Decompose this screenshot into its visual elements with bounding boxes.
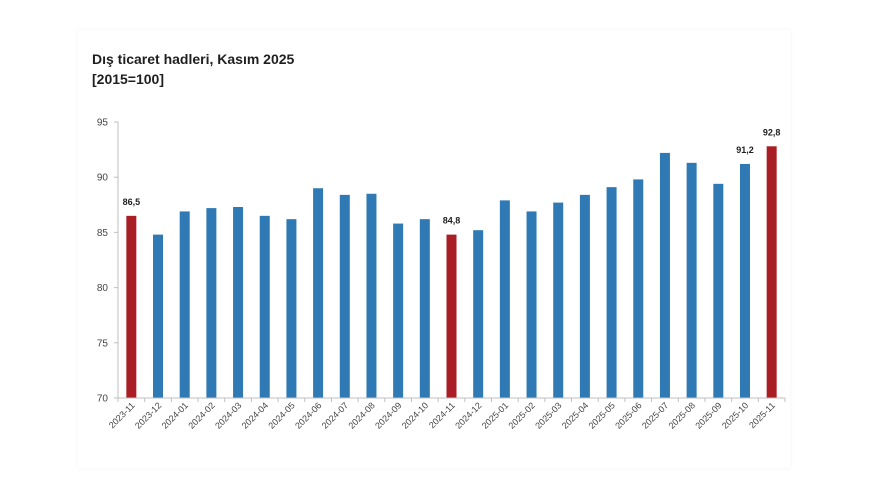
y-tick-label: 85 — [97, 228, 109, 239]
bar-2024-09 — [393, 223, 404, 398]
y-tick-label: 95 — [97, 118, 109, 129]
bar-2024-06 — [313, 188, 324, 398]
y-axis: 70 75 80 85 90 95 — [97, 118, 119, 405]
x-tick-label: 2024-01 — [160, 400, 190, 430]
data-label-2023-11: 86,5 — [123, 197, 141, 207]
y-tick-label: 90 — [97, 173, 109, 184]
data-label-2025-11: 92,8 — [763, 127, 781, 137]
bar-2025-03 — [553, 202, 564, 398]
x-tick-label: 2024-11 — [427, 400, 457, 430]
bar-2025-10 — [739, 163, 750, 398]
data-label-2025-10: 91,2 — [736, 145, 754, 155]
x-tick-label: 2024-08 — [346, 400, 376, 430]
x-tick-label: 2025-01 — [480, 400, 510, 430]
chart-card — [78, 30, 790, 468]
x-tick-label: 2025-05 — [587, 400, 617, 430]
bar-2023-11 — [126, 215, 137, 398]
x-tick-label: 2024-10 — [400, 400, 430, 430]
bars-group — [126, 146, 777, 398]
y-tick-label: 70 — [97, 394, 109, 405]
chart-title: Dış ticaret hadleri, Kasım 2025 — [92, 51, 295, 67]
bar-2024-10 — [419, 219, 430, 398]
data-labels-group: 86,5 84,8 91,2 92,8 — [123, 127, 781, 225]
data-label-2024-11: 84,8 — [443, 216, 461, 226]
bar-2024-11 — [446, 234, 457, 398]
x-tick-label: 2024-02 — [186, 400, 216, 430]
x-tick-label: 2025-08 — [667, 400, 697, 430]
x-tick-label: 2024-05 — [266, 400, 296, 430]
bar-2025-06 — [633, 179, 644, 398]
bar-2024-01 — [179, 211, 190, 398]
bar-2024-07 — [339, 194, 350, 398]
x-tick-label: 2024-07 — [320, 400, 350, 430]
bar-2025-02 — [526, 211, 537, 398]
bar-2023-12 — [153, 234, 164, 398]
x-tick-label: 2025-04 — [560, 400, 590, 430]
x-tick-label: 2023-11 — [107, 400, 137, 430]
x-tick-label: 2025-09 — [693, 400, 723, 430]
x-tick-label: 2025-07 — [640, 400, 670, 430]
bar-2025-09 — [713, 183, 724, 398]
x-tick-label: 2024-04 — [240, 400, 270, 430]
bar-2024-04 — [259, 215, 270, 398]
bar-2025-11 — [766, 146, 777, 398]
bar-2024-08 — [366, 193, 377, 398]
x-tick-label: 2024-03 — [213, 400, 243, 430]
bar-2025-08 — [686, 162, 697, 398]
x-tick-label: 2025-11 — [747, 400, 777, 430]
bar-2024-03 — [233, 207, 244, 398]
x-tick-label: 2025-06 — [613, 400, 643, 430]
x-tick-label: 2025-10 — [720, 400, 750, 430]
bar-2024-12 — [473, 230, 484, 398]
bar-2024-02 — [206, 208, 217, 398]
x-tick-label: 2024-06 — [293, 400, 323, 430]
bar-2025-05 — [606, 187, 617, 398]
x-tick-label: 2025-03 — [533, 400, 563, 430]
chart-subtitle: [2015=100] — [92, 71, 165, 87]
bar-2025-01 — [499, 200, 510, 398]
bar-2025-07 — [659, 152, 670, 398]
bar-2024-05 — [286, 219, 297, 398]
x-tick-label: 2025-02 — [507, 400, 537, 430]
x-tick-label: 2024-09 — [373, 400, 403, 430]
x-tick-label: 2024-12 — [453, 400, 483, 430]
y-tick-label: 75 — [97, 338, 109, 349]
x-tick-label: 2023-12 — [133, 400, 163, 430]
bar-2025-04 — [579, 194, 590, 398]
x-axis: 2023-112023-122024-012024-022024-032024-… — [107, 397, 786, 431]
y-tick-label: 80 — [97, 283, 109, 294]
